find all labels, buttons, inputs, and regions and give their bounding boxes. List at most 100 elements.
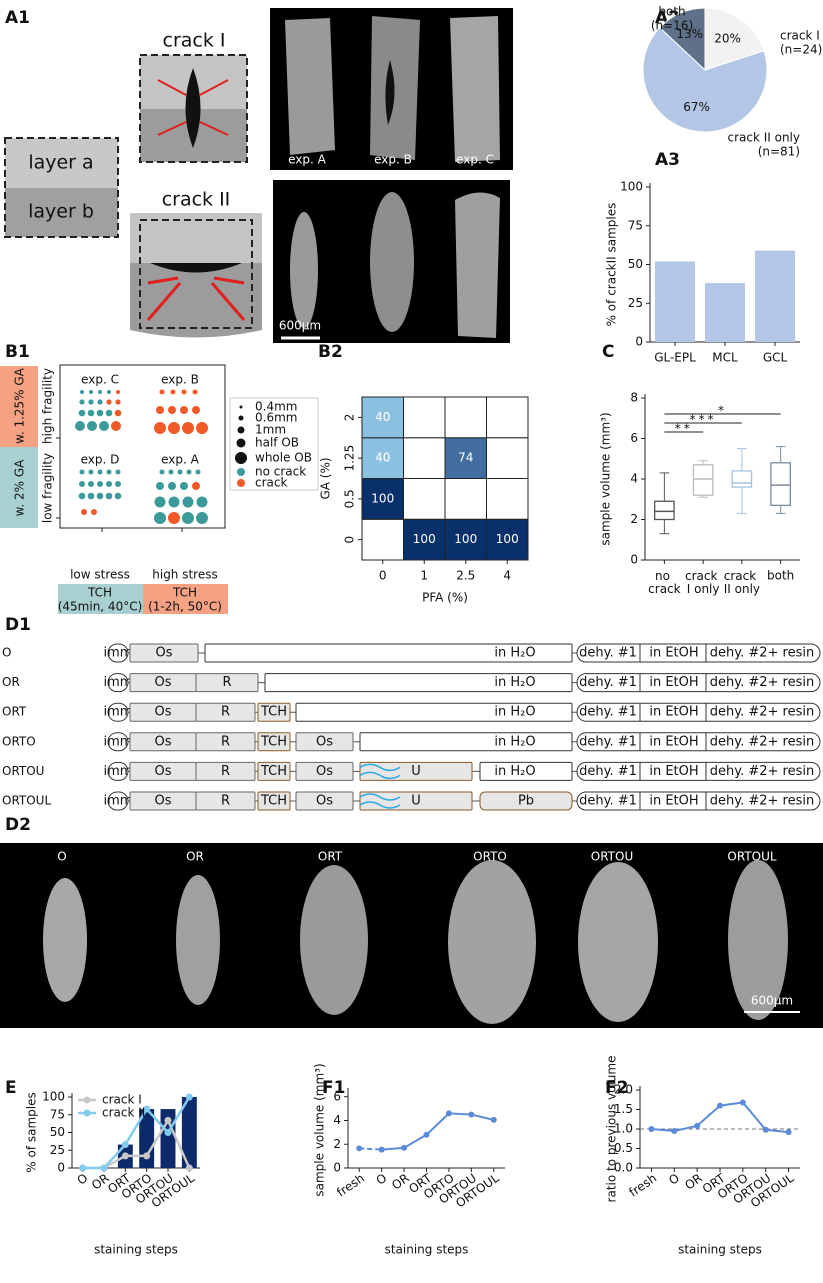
stress-label: high stress (152, 568, 218, 582)
sample-dot (105, 492, 113, 500)
legend-label: 1mm (255, 423, 286, 437)
y-axis-label: GA (%) (319, 457, 333, 499)
sample (578, 862, 658, 1022)
legend-marker (237, 468, 245, 476)
step-label: dehy. #2+ resin (710, 705, 814, 720)
sample-dot (91, 509, 97, 515)
sample-dot (156, 482, 164, 490)
step-box (359, 732, 573, 752)
group-box (0, 447, 38, 528)
step-pill (107, 673, 129, 693)
series-point (785, 1129, 792, 1136)
empty-cell (361, 518, 404, 561)
step-label: dehy. #1 (579, 675, 637, 690)
stress-label: low stress (70, 568, 130, 582)
sample-dot (192, 482, 200, 490)
step-box (257, 761, 291, 781)
step-label: R (221, 734, 230, 749)
bar (655, 261, 695, 342)
y-tick-label: 2 (343, 414, 357, 422)
y-tick-label: 0 (630, 553, 638, 567)
legend-label: crack (255, 476, 287, 490)
sample-dot (87, 421, 97, 431)
sample-dot (105, 409, 113, 417)
step-label: Os (316, 794, 333, 809)
step-label: dehy. #1 (579, 646, 637, 661)
sample (176, 875, 220, 1005)
crack-ii-diagram: crack II (130, 189, 262, 338)
row-label: ORTOU (2, 764, 44, 778)
layer (130, 263, 262, 338)
series-point (423, 1131, 430, 1138)
fragility-label: low fragility (41, 453, 55, 523)
y-tick-label: 2.0 (614, 1083, 633, 1097)
sample-dot (159, 389, 165, 395)
step-box (204, 643, 573, 663)
panel-label: B2 (318, 342, 343, 362)
sample (370, 16, 420, 160)
step-label: in H₂O (494, 734, 535, 749)
y-tick-label: 75 (628, 218, 643, 232)
sample-dot (96, 409, 104, 417)
step-label: Os (154, 794, 171, 809)
sample-dot (196, 422, 208, 434)
step-pill (576, 791, 821, 811)
panel-label: E (5, 1078, 17, 1098)
step-box (195, 673, 259, 693)
sample-dot (181, 389, 187, 395)
sample-dot (168, 422, 180, 434)
step-label: imm (104, 646, 133, 661)
step-label: dehy. #1 (579, 734, 637, 749)
sample-dot (89, 390, 93, 394)
step-label: Os (316, 734, 333, 749)
empty-cell (403, 478, 446, 520)
sample-dot (159, 469, 165, 475)
image-label: ORTO (473, 850, 507, 864)
sample-dot (116, 390, 120, 394)
sample-dot (154, 422, 166, 434)
y-tick-label: 25 (50, 1143, 65, 1157)
step-box (479, 761, 573, 781)
sample-dot (99, 421, 109, 431)
title: crack I (163, 30, 226, 52)
y-tick-label: 6 (630, 431, 638, 445)
image-label: exp. C (456, 153, 494, 167)
treatment-detail: (45min, 40°C) (58, 600, 143, 614)
legend-label: 0.4mm (255, 400, 297, 414)
step-label: in EtOH (649, 734, 698, 749)
step-label: in H₂O (494, 675, 535, 690)
y-tick-label: 4 (333, 1113, 341, 1127)
panel-label: A1 (5, 8, 30, 28)
step-label: in EtOH (649, 764, 698, 779)
sample-dot (111, 421, 121, 431)
step-box (295, 702, 573, 722)
series-point (100, 1164, 108, 1172)
significance-label: *** (690, 413, 717, 427)
box (770, 462, 791, 506)
empty-cell (486, 478, 529, 520)
y-tick-label: 0 (635, 335, 643, 349)
slice-count: (n=81) (758, 145, 800, 159)
legend-label: 0.6mm (255, 411, 297, 425)
x-tick-label: O (666, 1171, 682, 1188)
pie-slice (659, 7, 706, 72)
sample (300, 865, 368, 1015)
series-point (717, 1102, 723, 1109)
slice-count: (n=24) (780, 43, 822, 57)
row-label: OR (2, 675, 20, 689)
step-label: in EtOH (649, 675, 698, 690)
series-point (739, 1099, 746, 1106)
treatment-box (143, 584, 228, 614)
legend-label: crack I (102, 1093, 142, 1107)
series-line-dashed (359, 1147, 382, 1151)
y-tick-label: 0 (57, 1161, 65, 1175)
exp-label: exp. B (161, 373, 199, 387)
image-strip (0, 843, 823, 1028)
x-tick-label: crack II only (724, 569, 760, 596)
step-label: Os (154, 675, 171, 690)
sample-dot (107, 390, 111, 394)
image-label: O (57, 850, 66, 864)
step-label: TCH (260, 794, 287, 809)
crack (150, 263, 242, 273)
label: layer a (28, 152, 93, 174)
